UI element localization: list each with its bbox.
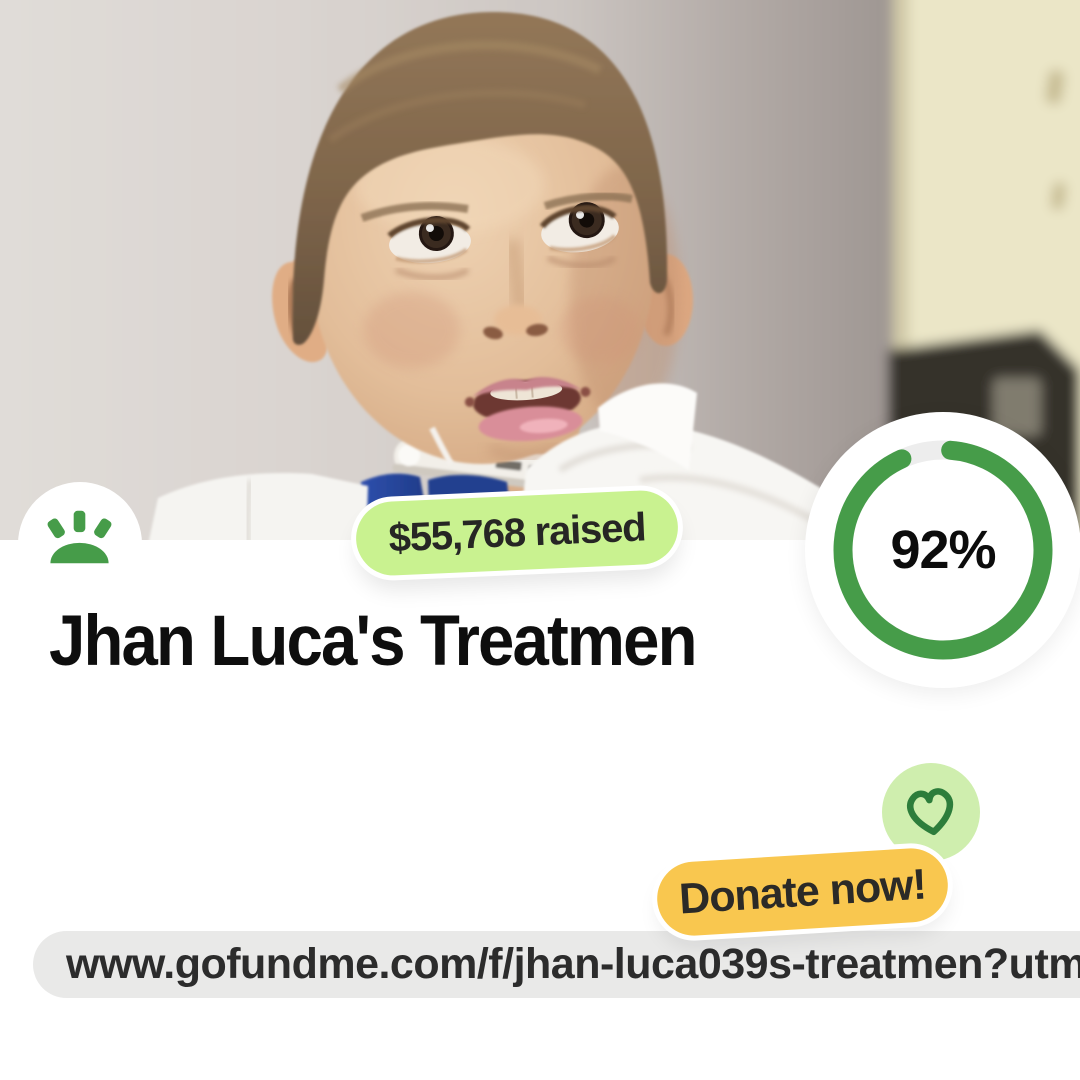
campaign-title: Jhan Luca's Treatmen bbox=[49, 602, 698, 681]
sunrise-logo-icon bbox=[47, 510, 112, 564]
raised-badge-label: $55,768 raised bbox=[387, 504, 647, 561]
donate-button[interactable]: Donate now! bbox=[655, 846, 950, 938]
campaign-url: www.gofundme.com/f/jhan-luca039s-treatme… bbox=[66, 940, 1080, 988]
donate-button-label: Donate now! bbox=[677, 860, 928, 923]
heart-chip bbox=[882, 763, 980, 861]
gofundme-logo-chip bbox=[18, 482, 142, 606]
progress-ring bbox=[833, 440, 1053, 660]
progress-percent-label: 92% bbox=[890, 520, 996, 580]
url-bar[interactable]: www.gofundme.com/f/jhan-luca039s-treatme… bbox=[33, 931, 1080, 998]
progress-disc: 92% bbox=[805, 412, 1080, 688]
heart-outline-icon bbox=[907, 788, 954, 836]
raised-badge: $55,768 raised bbox=[354, 489, 680, 577]
